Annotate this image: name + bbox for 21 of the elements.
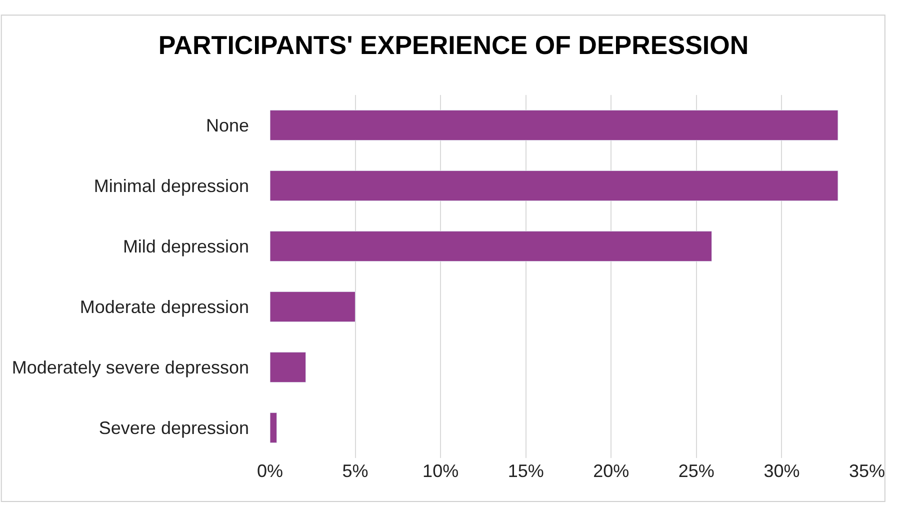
x-tick-label: 10% (422, 461, 459, 481)
x-tick-label: 0% (256, 461, 284, 481)
x-tick-label: 25% (678, 461, 714, 481)
x-tick-label: 15% (508, 461, 544, 481)
y-tick-label: Minimal depression (94, 176, 249, 196)
bar (270, 170, 838, 202)
y-tick-label: Mild depression (122, 236, 249, 257)
x-tick-label: 35% (848, 461, 886, 481)
y-tick-label: None (206, 116, 249, 136)
bar (270, 230, 712, 262)
bar (270, 352, 306, 383)
x-tick-label: 5% (342, 461, 368, 481)
y-tick-label: Moderately severe depresson (12, 358, 249, 378)
y-tick-label: Moderate depression (80, 297, 249, 318)
bar (270, 291, 356, 322)
x-tick-label: 30% (764, 461, 800, 481)
bar (270, 110, 838, 141)
y-tick-label: Severe depression (98, 418, 249, 438)
chart-title: PARTICIPANTS' EXPERIENCE OF DEPRESSION (158, 30, 749, 60)
x-tick-label: 20% (593, 461, 630, 481)
bar (270, 412, 278, 444)
